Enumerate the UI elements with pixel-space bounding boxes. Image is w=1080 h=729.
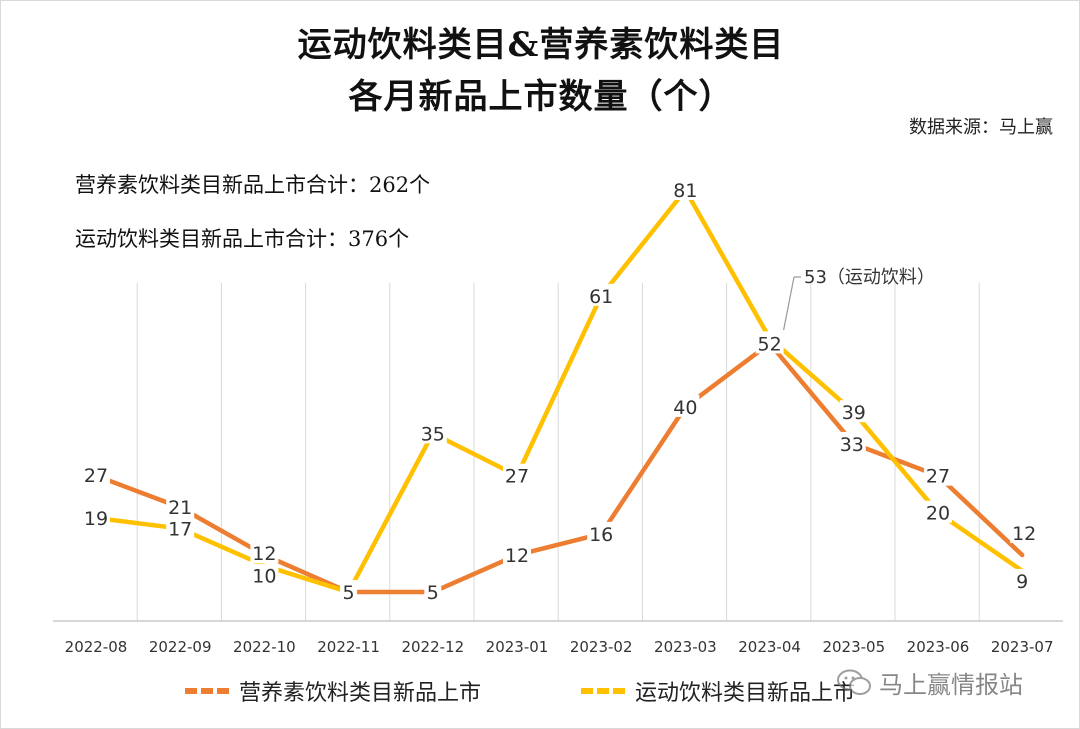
- data-label-sports: 81: [673, 180, 697, 202]
- data-label-sports: 19: [84, 508, 108, 530]
- data-label-sports: 20: [926, 503, 950, 525]
- data-label-nutrient-bg: [837, 431, 866, 454]
- legend-swatch-sports: [581, 688, 625, 694]
- x-tick-label: 2023-04: [738, 638, 801, 656]
- data-label-nutrient-bg: [1010, 521, 1039, 544]
- data-label-nutrient-bg: [424, 580, 442, 603]
- data-label-sports-bg: [671, 178, 700, 201]
- data-label-nutrient: 21: [168, 497, 192, 519]
- data-label-sports: 61: [589, 286, 613, 308]
- annotation-leader-line: [783, 276, 795, 331]
- chart-title-line2: 各月新品上市数量（个）: [348, 77, 734, 117]
- data-label-sports-bg: [82, 505, 110, 528]
- data-label-nutrient: 33: [840, 434, 864, 456]
- data-label-sports-bg: [587, 283, 616, 306]
- watermark-text: 马上赢情报站: [879, 671, 1023, 699]
- legend-item-sports: 运动饮料类目新品上市: [581, 675, 855, 707]
- x-tick-label: 2023-02: [570, 638, 633, 656]
- data-label-nutrient: 12: [252, 543, 276, 565]
- x-tick-label: 2023-07: [991, 638, 1054, 656]
- x-tick-label: 2022-08: [65, 638, 128, 656]
- x-tick-label: 2022-10: [233, 638, 296, 656]
- data-label-nutrient: 27: [926, 466, 950, 488]
- legend-label-sports: 运动饮料类目新品上市: [635, 681, 856, 706]
- sports-total-text: 运动饮料类目新品上市合计：376个: [75, 227, 410, 251]
- nutrient-total-text: 营养素饮料类目新品上市合计：262个: [75, 173, 431, 197]
- data-label-nutrient-bg: [755, 331, 784, 354]
- series-line-nutrient: [93, 341, 1025, 595]
- x-tick-label: 2023-03: [654, 638, 717, 656]
- data-label-nutrient-bg: [587, 521, 616, 544]
- legend: 营养素饮料类目新品上市 运动饮料类目新品上市: [1, 675, 1079, 715]
- data-label-nutrient: 12: [505, 545, 529, 567]
- data-label-sports: 17: [168, 519, 192, 541]
- x-tick-label: 2022-12: [401, 638, 464, 656]
- legend-swatch-nutrient: [185, 688, 229, 694]
- legend-label-nutrient: 营养素饮料类目新品上市: [239, 681, 482, 706]
- data-label-sports-bg: [166, 516, 195, 539]
- data-label-nutrient-bg: [82, 463, 110, 486]
- data-label-nutrient: 12: [1012, 523, 1036, 545]
- data-label-sports-bg: [924, 500, 952, 523]
- data-label-nutrient-bg: [166, 494, 195, 517]
- data-label-sports-bg: [503, 463, 531, 486]
- data-label-sports: 27: [505, 466, 529, 488]
- x-tick-label: 2023-01: [486, 638, 549, 656]
- data-label-nutrient-bg: [340, 580, 358, 603]
- data-label-nutrient: 52: [758, 333, 782, 355]
- data-label-sports-bg: [250, 563, 279, 586]
- annotation-text: 53（运动饮料）: [804, 267, 935, 288]
- data-label-nutrient: 16: [589, 524, 613, 546]
- x-tick-label: 2022-09: [149, 638, 212, 656]
- data-label-nutrient: 40: [673, 397, 697, 419]
- x-tick-label: 2022-11: [317, 638, 380, 656]
- watermark: 马上赢情报站: [837, 665, 1023, 700]
- data-label-sports: 39: [842, 402, 866, 424]
- data-label-nutrient: 27: [84, 465, 108, 487]
- data-label-nutrient-bg: [924, 463, 952, 486]
- data-label-nutrient-bg: [503, 543, 531, 566]
- data-label-sports-bg: [418, 421, 447, 444]
- data-label-sports: 10: [252, 566, 276, 588]
- x-tick-label: 2023-05: [822, 638, 885, 656]
- x-tick-label: 2023-06: [907, 638, 970, 656]
- data-label-sports-bg: [1013, 568, 1031, 591]
- data-label-sports-bg: [839, 400, 868, 423]
- data-label-nutrient: 5: [343, 582, 355, 604]
- data-label-nutrient-bg: [671, 394, 700, 417]
- data-label-nutrient-bg: [250, 541, 279, 564]
- data-label-nutrient: 5: [427, 582, 439, 604]
- data-source-note: 数据来源：马上赢: [909, 117, 1053, 138]
- series-line-sports: [93, 187, 1025, 595]
- chart-title-line1: 运动饮料类目&营养素饮料类目: [297, 25, 785, 65]
- data-label-sports: 9: [1016, 571, 1028, 593]
- wechat-icon: [837, 669, 871, 697]
- legend-item-nutrient: 营养素饮料类目新品上市: [185, 675, 481, 707]
- data-label-sports: 35: [421, 423, 445, 445]
